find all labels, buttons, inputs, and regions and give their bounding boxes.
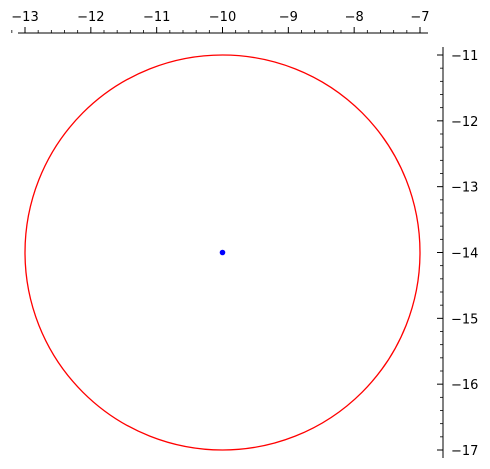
y-tick-label: −13 bbox=[451, 181, 478, 196]
circle-series bbox=[24, 54, 421, 451]
x-tick-label: −12 bbox=[77, 10, 104, 25]
y-tick-label: −11 bbox=[451, 49, 478, 64]
x-tick-label: −8 bbox=[345, 10, 364, 25]
x-tick-label: −9 bbox=[279, 10, 298, 25]
y-tick-label: −14 bbox=[451, 247, 478, 262]
x-tick-label: −10 bbox=[209, 10, 236, 25]
x-tick-label: −7 bbox=[410, 10, 429, 25]
y-axis-right: −11 −12 −13 −14 −15 −16 −17 bbox=[437, 47, 478, 459]
x-tick-label: −13 bbox=[11, 10, 38, 25]
plot-area bbox=[24, 54, 421, 451]
center-point bbox=[219, 249, 226, 256]
x-axis-top: −13 −12 −11 −10 −9 −8 −7 bbox=[11, 10, 430, 34]
y-tick-label: −16 bbox=[451, 378, 478, 393]
x-tick-label: −11 bbox=[143, 10, 170, 25]
y-tick-label: −15 bbox=[451, 312, 478, 327]
y-tick-label: −17 bbox=[451, 444, 478, 459]
y-tick-label: −12 bbox=[451, 115, 478, 130]
